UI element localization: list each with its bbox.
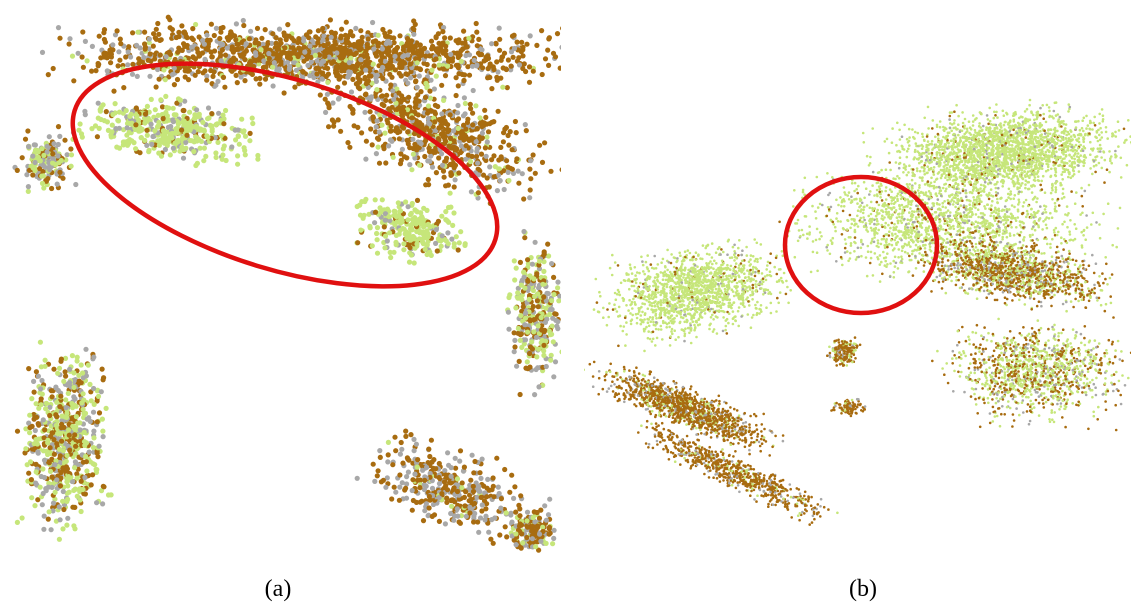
highlight-ellipse [70, 61, 500, 289]
point-cloud-a [12, 14, 561, 553]
point-cloud-b [584, 98, 1131, 526]
panel-a-point-cloud-closeup [10, 10, 561, 562]
caption-b: (b) [849, 576, 877, 602]
panel-b-point-cloud-overview [584, 72, 1131, 560]
caption-a: (a) [264, 576, 292, 602]
highlight-circle [782, 174, 940, 316]
